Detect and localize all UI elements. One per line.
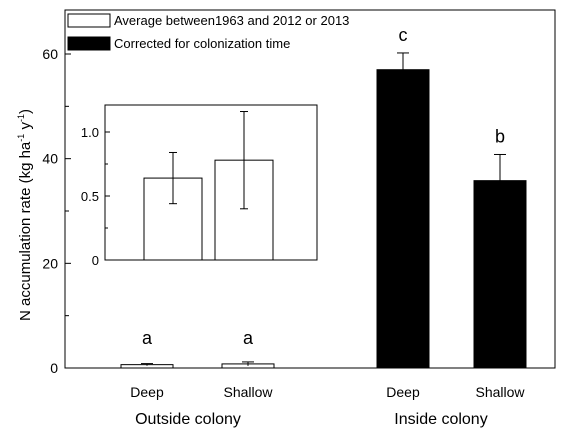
inset-y-tick-label: 0.5 — [81, 189, 99, 204]
category-label: Deep — [386, 384, 420, 400]
legend-swatch-average — [67, 13, 111, 28]
y-tick-label: 0 — [50, 360, 58, 376]
significance-letter: c — [399, 25, 408, 45]
legend: Average between1963 and 2012 or 2013 Cor… — [67, 13, 349, 51]
inset-chart: 0 0.5 1.0 — [81, 104, 318, 268]
group-label-outside: Outside colony — [135, 411, 241, 428]
y-tick-label: 20 — [42, 255, 58, 271]
inset-frame — [104, 104, 318, 261]
y-axis: 0 20 40 60 — [42, 46, 71, 376]
y-axis-title: N accumulation rate (kg ha-1 y-1) — [16, 109, 34, 321]
bars: a Deep a Shallow c Deep b Shallow — [120, 25, 527, 400]
category-label: Shallow — [223, 384, 273, 400]
significance-letter: b — [495, 126, 505, 146]
significance-letter: a — [243, 328, 254, 348]
y-tick-label: 40 — [42, 151, 58, 167]
significance-letter: a — [142, 328, 153, 348]
group-label-inside: Inside colony — [394, 411, 487, 428]
legend-label-corrected: Corrected for colonization time — [114, 36, 290, 51]
legend-label-average: Average between1963 and 2012 or 2013 — [114, 13, 349, 28]
plot-frame — [64, 9, 556, 369]
bar — [376, 69, 430, 369]
category-label: Deep — [130, 384, 164, 400]
y-tick-label: 60 — [42, 46, 58, 62]
bar — [473, 180, 527, 369]
inset-y-tick-label: 1.0 — [81, 125, 99, 140]
category-label: Shallow — [475, 384, 525, 400]
inset-y-tick-label: 0 — [92, 253, 99, 268]
legend-swatch-corrected — [67, 36, 111, 51]
